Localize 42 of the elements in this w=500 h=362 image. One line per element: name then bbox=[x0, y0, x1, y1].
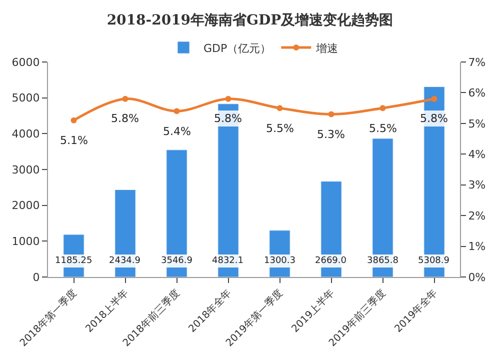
point bbox=[328, 111, 334, 118]
data-label: 2669.0 bbox=[315, 256, 347, 266]
data-label: 5.5% bbox=[266, 122, 294, 135]
data-label: 5.8% bbox=[420, 112, 448, 125]
data-label: 1300.3 bbox=[264, 256, 296, 266]
y2-tick-label: 7% bbox=[468, 56, 486, 69]
y2-tick-label: 0% bbox=[468, 270, 486, 284]
y2-tick-label: 5% bbox=[468, 117, 486, 130]
y-tick-label: 1000 bbox=[12, 235, 40, 248]
y-tick-label: 6000 bbox=[12, 56, 40, 69]
data-label: 3865.8 bbox=[367, 256, 399, 266]
data-label: 5.8% bbox=[111, 112, 139, 125]
y2-tick-label: 6% bbox=[468, 86, 486, 100]
data-label: 1185.25 bbox=[55, 256, 92, 266]
data-label: 5.4% bbox=[163, 125, 191, 138]
legend-label: 增速 bbox=[315, 42, 338, 55]
data-label: 4832.1 bbox=[212, 256, 244, 266]
y2-tick-label: 2% bbox=[468, 209, 486, 222]
point bbox=[122, 96, 128, 102]
y2-tick-label: 3% bbox=[468, 178, 486, 192]
chart-title: 2018-2019年海南省GDP及增速变化趋势图 bbox=[106, 11, 394, 28]
point bbox=[70, 117, 77, 124]
y-tick-label: 4000 bbox=[12, 128, 40, 141]
data-label: 5.8% bbox=[214, 112, 242, 125]
point bbox=[174, 108, 180, 114]
point bbox=[225, 96, 232, 102]
point bbox=[431, 96, 438, 102]
y-tick-label: 3000 bbox=[12, 163, 40, 176]
data-label: 5.3% bbox=[317, 128, 345, 141]
y-tick-label: 0 bbox=[32, 270, 40, 284]
data-label: 5.5% bbox=[369, 122, 397, 135]
data-label: 2434.9 bbox=[109, 256, 141, 266]
y2-tick-label: 4% bbox=[468, 148, 486, 161]
point bbox=[276, 105, 283, 112]
legend-label: GDP（亿元） bbox=[204, 42, 272, 55]
y-tick-label: 2000 bbox=[12, 199, 40, 212]
y2-tick-label: 1% bbox=[468, 240, 486, 254]
y-tick-label: 5000 bbox=[12, 92, 40, 105]
data-label: 5308.9 bbox=[418, 256, 450, 266]
data-label: 5.1% bbox=[60, 134, 88, 147]
point bbox=[380, 105, 386, 112]
data-label: 3546.9 bbox=[161, 256, 193, 266]
